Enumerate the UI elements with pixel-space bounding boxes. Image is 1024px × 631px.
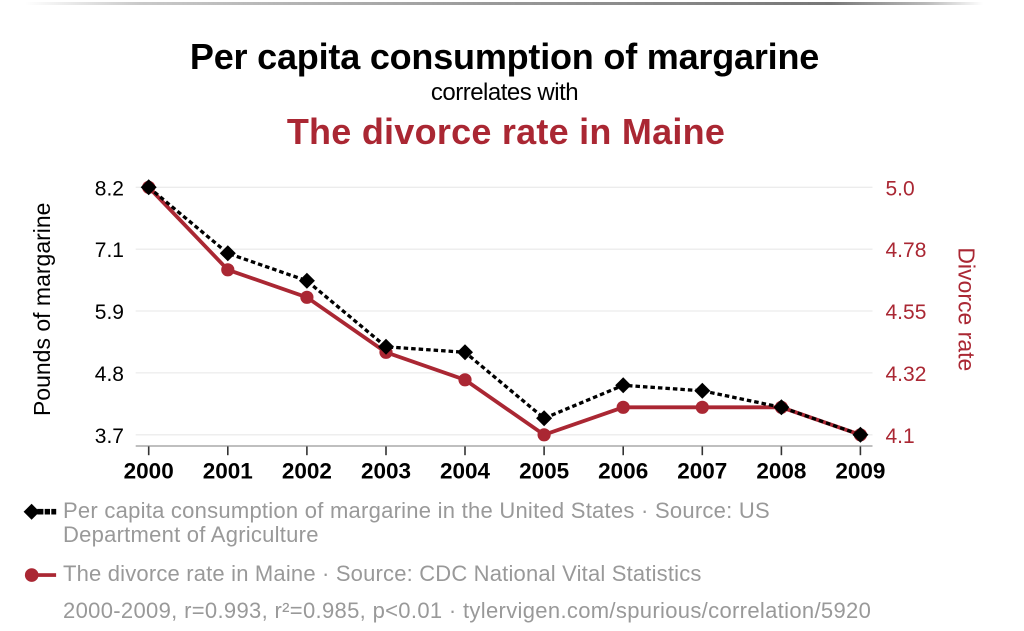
svg-text:2009: 2009 — [835, 459, 885, 484]
svg-text:5.9: 5.9 — [95, 301, 124, 324]
svg-text:7.1: 7.1 — [95, 239, 124, 262]
svg-text:3.7: 3.7 — [95, 425, 124, 448]
svg-text:4.78: 4.78 — [886, 239, 927, 262]
svg-text:8.2: 8.2 — [95, 177, 124, 200]
svg-text:4.32: 4.32 — [886, 363, 927, 386]
svg-text:4.8: 4.8 — [95, 363, 124, 386]
svg-text:4.1: 4.1 — [886, 425, 915, 448]
svg-text:2002: 2002 — [282, 459, 332, 484]
svg-text:Divorce rate: Divorce rate — [954, 247, 980, 371]
svg-text:2007: 2007 — [677, 459, 727, 484]
svg-text:2004: 2004 — [440, 459, 491, 484]
svg-text:Pounds of margarine: Pounds of margarine — [29, 203, 55, 417]
svg-text:2008: 2008 — [756, 459, 806, 484]
svg-text:4.55: 4.55 — [886, 301, 927, 324]
svg-text:2005: 2005 — [519, 459, 569, 484]
svg-text:2003: 2003 — [361, 459, 411, 484]
svg-text:2000: 2000 — [124, 459, 174, 484]
svg-text:5.0: 5.0 — [886, 177, 915, 200]
svg-text:2006: 2006 — [598, 459, 648, 484]
svg-text:2001: 2001 — [203, 459, 253, 484]
